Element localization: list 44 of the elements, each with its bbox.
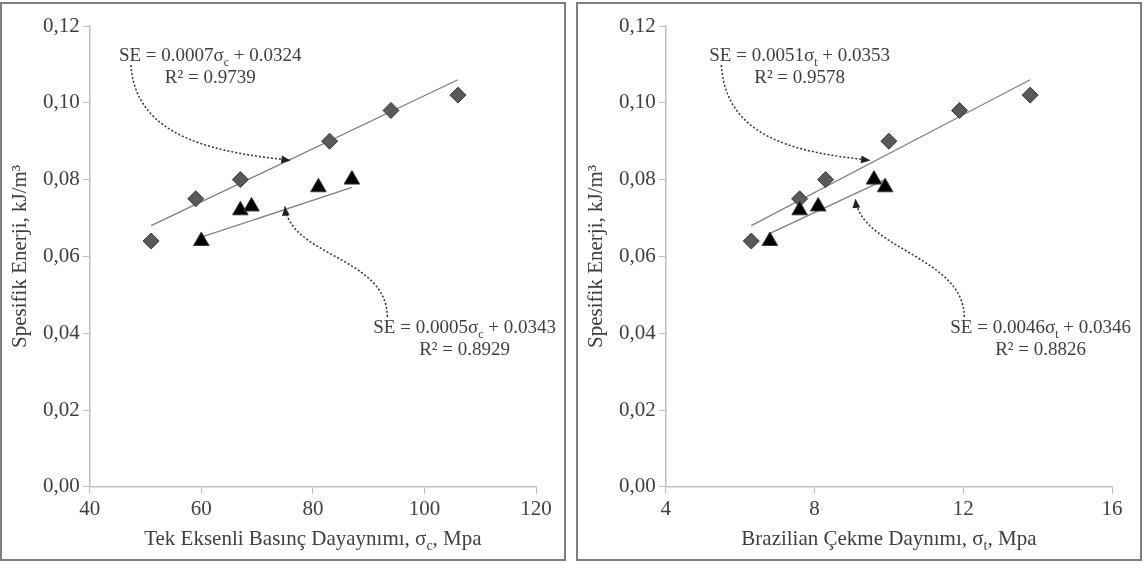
y-tick-label: 0,06 <box>43 242 80 267</box>
y-tick-label: 0,12 <box>43 12 80 37</box>
point <box>449 86 467 104</box>
x-tick-label: 4 <box>660 495 672 520</box>
x-tick-label: 16 <box>1101 495 1123 520</box>
point <box>193 231 210 247</box>
point <box>321 132 339 150</box>
point <box>343 170 361 185</box>
point <box>880 132 898 150</box>
x-tick-label: 100 <box>408 495 441 520</box>
y-axis-title: Spesifik Enerji, kJ/m³ <box>583 164 607 348</box>
y-tick-label: 0,08 <box>43 166 80 191</box>
point <box>1021 86 1039 104</box>
x-tick-label: 8 <box>809 495 820 520</box>
x-tick-label: 80 <box>302 495 324 520</box>
x-tick-label: 60 <box>190 495 212 520</box>
y-tick-label: 0,06 <box>619 242 656 267</box>
point <box>243 196 260 212</box>
y-tick-label: 0,10 <box>619 89 656 114</box>
y-tick-label: 0,00 <box>619 473 656 498</box>
point <box>187 190 205 208</box>
x-tick-label: 12 <box>952 495 974 520</box>
x-tick-label: 40 <box>79 495 101 520</box>
point <box>876 177 894 193</box>
point <box>791 200 808 216</box>
y-tick-label: 0,02 <box>619 396 656 421</box>
point <box>761 231 779 247</box>
y-tick-label: 0,02 <box>43 396 80 421</box>
y-tick-label: 0,04 <box>619 319 657 344</box>
y-tick-label: 0,08 <box>619 166 656 191</box>
y-tick-label: 0,10 <box>43 89 80 114</box>
x-tick-label: 120 <box>520 495 552 520</box>
y-axis-title: Spesifik Enerji, kJ/m³ <box>7 164 31 348</box>
point <box>232 200 249 216</box>
y-tick-label: 0,04 <box>43 319 81 344</box>
point <box>382 101 400 119</box>
point <box>951 101 969 119</box>
point <box>865 170 883 185</box>
point <box>809 196 827 212</box>
y-tick-label: 0,00 <box>43 473 80 498</box>
point <box>817 171 835 189</box>
point <box>310 177 327 193</box>
y-tick-label: 0,12 <box>619 12 656 37</box>
point <box>231 171 249 189</box>
